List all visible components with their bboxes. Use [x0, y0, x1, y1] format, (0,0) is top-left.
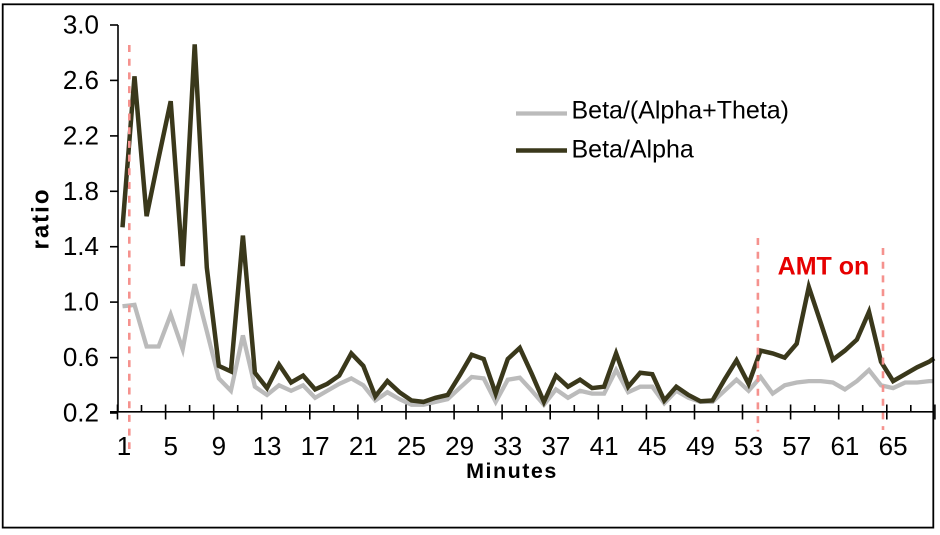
svg-text:9: 9: [212, 431, 226, 461]
svg-text:29: 29: [445, 431, 474, 461]
svg-text:21: 21: [349, 431, 378, 461]
svg-text:41: 41: [590, 431, 619, 461]
svg-text:Minutes: Minutes: [466, 459, 558, 483]
svg-text:Beta/(Alpha+Theta): Beta/(Alpha+Theta): [572, 97, 790, 125]
svg-text:33: 33: [493, 431, 522, 461]
svg-text:5: 5: [163, 431, 177, 461]
svg-text:37: 37: [541, 431, 570, 461]
svg-text:13: 13: [253, 431, 282, 461]
svg-text:2.2: 2.2: [63, 120, 99, 150]
svg-text:25: 25: [397, 431, 426, 461]
svg-text:49: 49: [686, 431, 715, 461]
svg-text:3.0: 3.0: [63, 10, 99, 40]
svg-text:65: 65: [879, 431, 908, 461]
svg-text:ratio: ratio: [28, 187, 55, 249]
svg-text:45: 45: [638, 431, 667, 461]
svg-text:1: 1: [117, 431, 131, 461]
svg-text:61: 61: [830, 431, 859, 461]
svg-text:53: 53: [734, 431, 763, 461]
svg-text:0.2: 0.2: [63, 398, 99, 428]
svg-text:AMT on: AMT on: [778, 253, 870, 281]
svg-text:1.0: 1.0: [63, 287, 99, 317]
svg-text:1.8: 1.8: [63, 176, 99, 206]
svg-text:2.6: 2.6: [63, 65, 99, 95]
svg-text:57: 57: [782, 431, 811, 461]
svg-text:Beta/Alpha: Beta/Alpha: [572, 136, 694, 164]
svg-text:1.4: 1.4: [63, 231, 99, 261]
svg-text:0.6: 0.6: [63, 342, 99, 372]
svg-text:17: 17: [301, 431, 330, 461]
